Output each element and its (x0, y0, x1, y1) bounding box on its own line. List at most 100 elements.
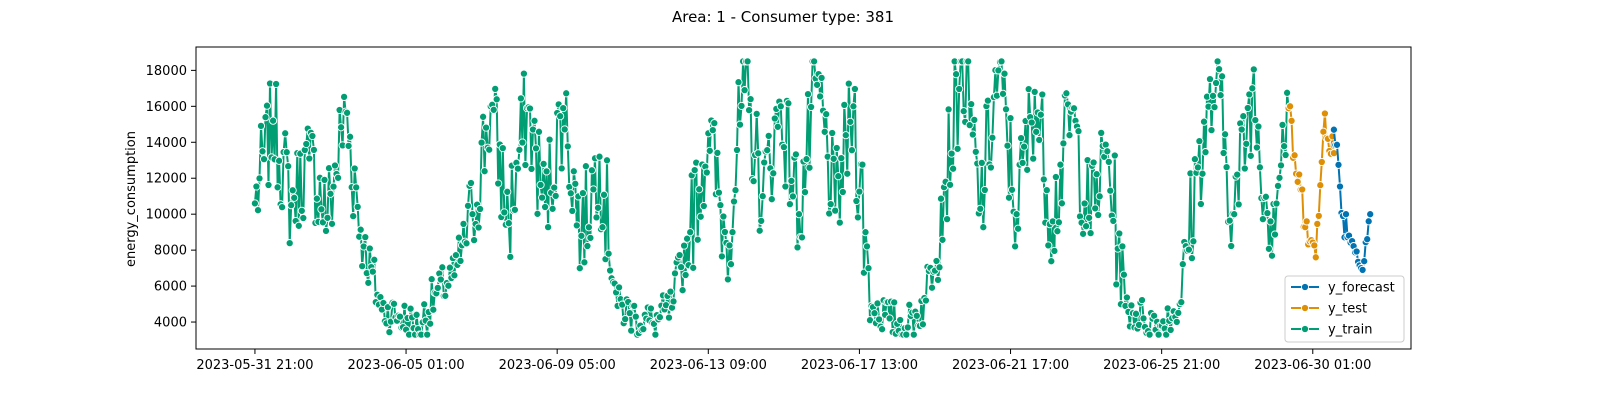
x-tick-label: 2023-06-21 17:00 (952, 358, 1069, 373)
data-point-y-forecast (1341, 210, 1351, 219)
data-point-y-train (566, 189, 575, 198)
data-point-y-train (252, 182, 261, 191)
data-point-y-forecast (1334, 160, 1343, 169)
data-point-y-train (544, 223, 553, 232)
data-point-y-train (669, 297, 678, 306)
data-point-y-train (1095, 192, 1104, 201)
data-point-y-train (1054, 218, 1063, 227)
data-point-y-train (743, 57, 752, 66)
data-point-y-train (349, 212, 358, 221)
data-point-y-train (602, 156, 612, 165)
data-point-y-train (959, 107, 968, 116)
data-point-y-train (350, 164, 359, 173)
plot-area (250, 57, 1375, 339)
data-point-y-train (912, 311, 921, 320)
data-point-y-train (326, 189, 335, 198)
data-point-y-train (986, 163, 995, 172)
data-point-y-train (1050, 246, 1059, 255)
data-point-y-train (800, 188, 810, 197)
data-point-y-train (559, 104, 568, 113)
data-point-y-train (456, 256, 465, 265)
data-point-y-train (480, 167, 489, 176)
data-point-y-train (1240, 164, 1249, 173)
data-point-y-train (708, 126, 717, 135)
data-point-y-train (855, 187, 864, 196)
legend-item-y-train: y_train (1291, 323, 1372, 338)
data-point-y-train (755, 226, 764, 235)
data-point-y-train (936, 194, 946, 203)
data-point-y-train (1248, 84, 1257, 93)
data-point-y-train (1091, 204, 1100, 213)
data-point-y-train (758, 192, 767, 201)
data-point-y-train (539, 159, 548, 168)
data-point-y-train (1278, 120, 1287, 129)
data-point-y-train (1207, 126, 1216, 135)
data-point-y-train (1118, 242, 1127, 251)
data-point-y-train (258, 147, 267, 156)
data-point-y-train (548, 204, 557, 213)
data-point-y-train (575, 264, 584, 273)
x-tick-label: 2023-06-05 01:00 (347, 358, 464, 373)
data-point-y-train (696, 212, 705, 221)
data-point-y-train (770, 114, 779, 123)
data-point-y-train (826, 200, 835, 209)
data-point-y-train (1038, 90, 1047, 99)
data-point-y-train (1177, 298, 1186, 307)
data-point-y-train (285, 239, 294, 248)
data-point-y-train (1000, 69, 1009, 78)
data-point-y-train (525, 104, 535, 113)
data-point-y-train (689, 263, 698, 272)
data-point-y-train (606, 266, 615, 275)
data-point-y-train (436, 275, 445, 284)
data-point-y-train (1007, 185, 1017, 194)
data-point-y-train (1190, 155, 1199, 164)
data-point-y-train (725, 241, 734, 250)
data-point-y-train (980, 185, 989, 195)
data-point-y-train (1242, 139, 1251, 148)
data-point-y-train (433, 283, 442, 292)
data-point-y-forecast (1358, 265, 1367, 274)
data-point-y-train (1172, 317, 1181, 326)
data-point-y-train (1059, 139, 1068, 148)
data-point-y-train (264, 180, 273, 190)
data-point-y-train (1112, 280, 1121, 289)
data-point-y-train (1251, 116, 1260, 125)
data-point-y-train (583, 241, 592, 251)
data-point-y-train (846, 117, 855, 126)
data-point-y-train (406, 304, 415, 313)
data-point-y-train (714, 188, 723, 197)
data-point-y-test (1313, 219, 1322, 228)
data-point-y-train (683, 234, 692, 243)
data-point-y-train (1053, 227, 1062, 236)
data-point-y-train (1227, 241, 1236, 251)
data-point-y-train (1166, 325, 1175, 334)
data-point-y-train (551, 191, 560, 200)
data-point-y-train (844, 79, 853, 88)
data-point-y-train (320, 175, 329, 184)
data-point-y-train (462, 239, 471, 248)
data-point-y-test (1320, 109, 1329, 118)
data-point-y-train (287, 201, 296, 210)
data-point-y-train (474, 223, 483, 232)
data-point-y-train (1254, 122, 1263, 131)
data-point-y-train (312, 194, 321, 203)
data-point-y-train (327, 219, 337, 228)
data-point-y-train (506, 252, 515, 261)
data-point-y-train (785, 200, 794, 209)
data-point-y-train (1243, 103, 1252, 113)
data-point-y-train (802, 155, 811, 164)
data-point-y-train (599, 190, 609, 199)
legend-item-y-test: y_test (1291, 302, 1367, 317)
data-point-y-train (885, 314, 894, 323)
data-point-y-train (933, 275, 943, 284)
data-point-y-train (1027, 118, 1036, 127)
data-point-y-train (492, 95, 501, 104)
data-point-y-train (776, 102, 785, 111)
data-point-y-test (1316, 181, 1325, 190)
data-point-y-train (944, 105, 953, 114)
legend-label: y_train (1328, 323, 1372, 338)
data-point-y-train (1264, 244, 1273, 253)
data-point-y-train (485, 145, 494, 154)
legend: y_forecast y_test y_train (1284, 275, 1405, 343)
data-point-y-train (953, 144, 962, 153)
